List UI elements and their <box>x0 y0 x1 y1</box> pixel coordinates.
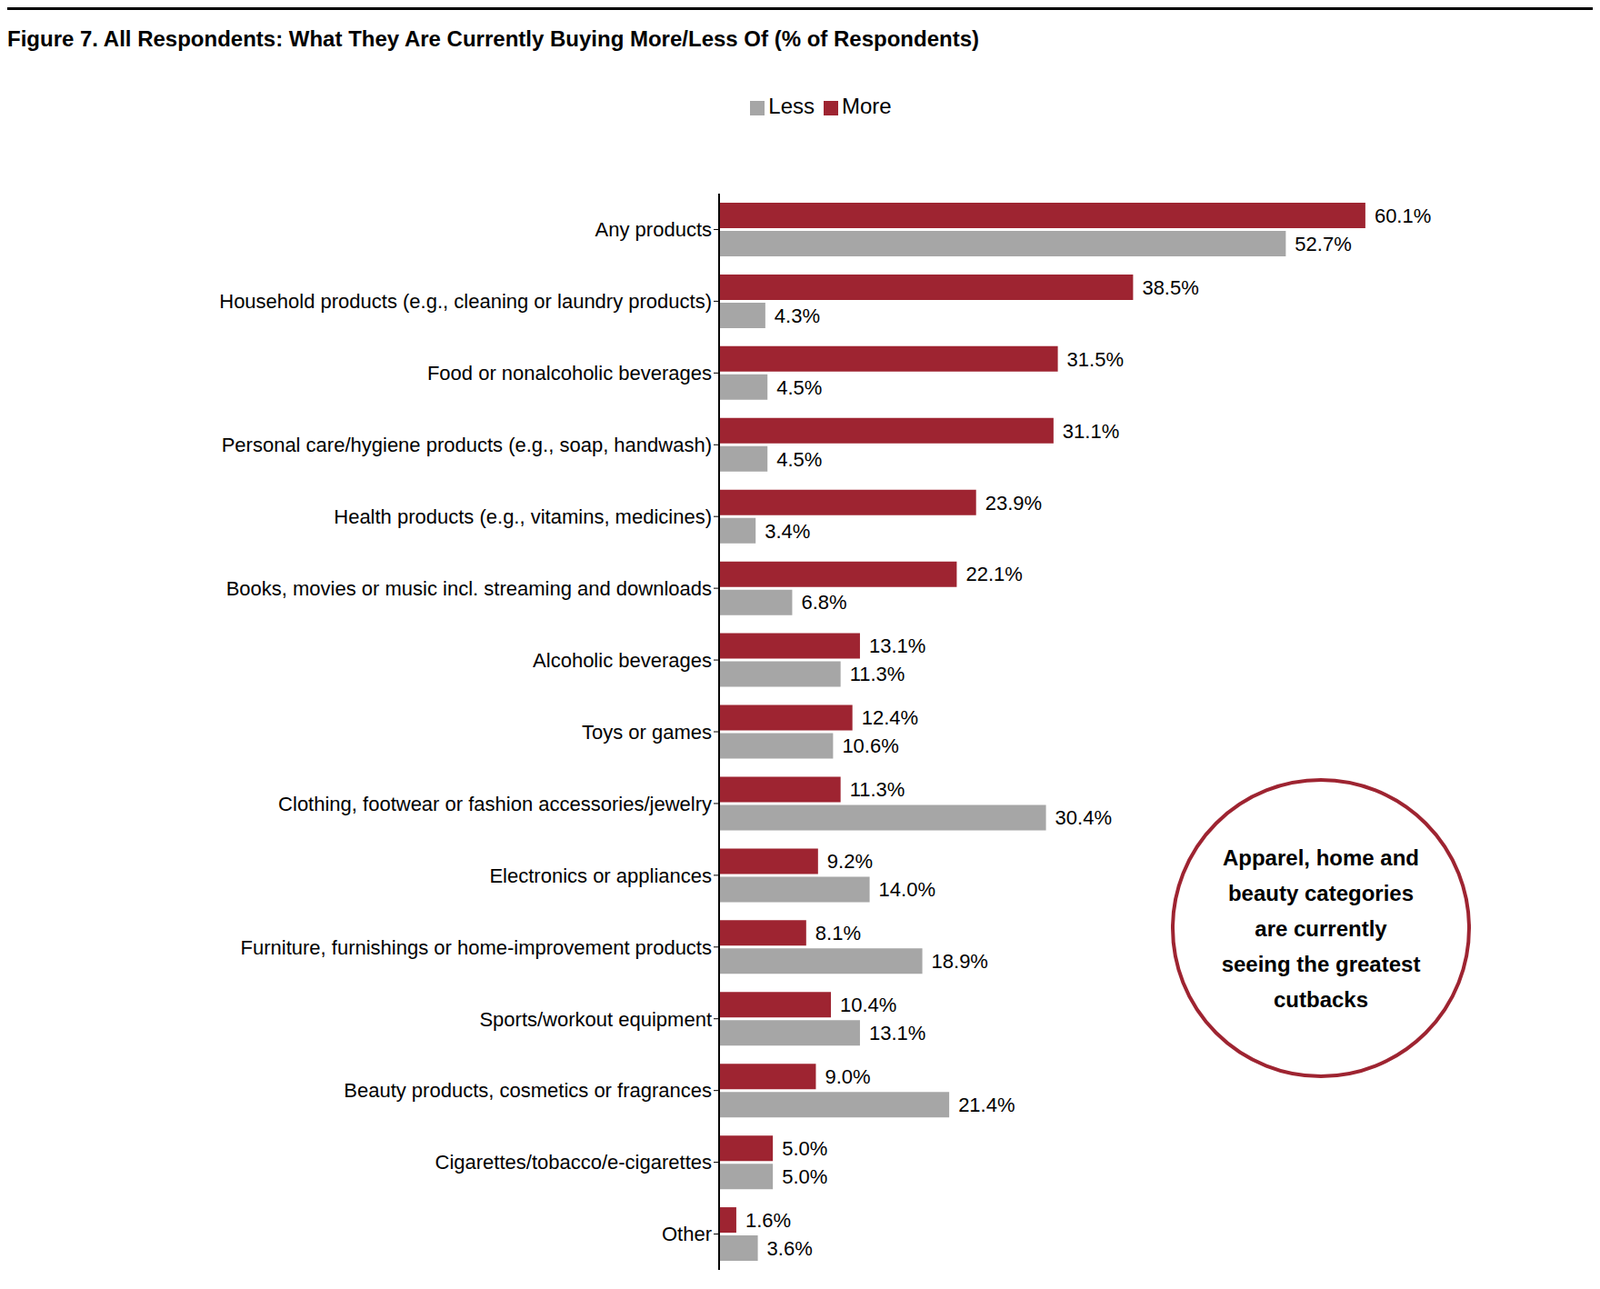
svg-text:5.0%: 5.0% <box>781 1165 828 1189</box>
svg-text:Furniture, furnishings or home: Furniture, furnishings or home-improveme… <box>240 936 712 960</box>
svg-text:4.3%: 4.3% <box>774 304 820 328</box>
svg-text:1.6%: 1.6% <box>745 1209 791 1232</box>
svg-text:4.5%: 4.5% <box>776 448 822 471</box>
svg-text:10.4%: 10.4% <box>840 993 897 1017</box>
svg-text:11.3%: 11.3% <box>850 662 906 686</box>
svg-text:31.5%: 31.5% <box>1067 348 1124 371</box>
svg-text:13.1%: 13.1% <box>869 634 926 658</box>
svg-text:11.3%: 11.3% <box>850 778 906 801</box>
svg-text:60.1%: 60.1% <box>1374 204 1431 228</box>
svg-text:4.5%: 4.5% <box>776 376 822 400</box>
svg-text:21.4%: 21.4% <box>958 1093 1015 1117</box>
html-text:Apparel, home and beauty categ: Apparel, home and beauty categories are … <box>1221 845 1421 1012</box>
svg-text:Alcoholic beverages: Alcoholic beverages <box>532 649 712 672</box>
svg-text:38.5%: 38.5% <box>1141 276 1199 300</box>
svg-text:6.8%: 6.8% <box>800 590 847 614</box>
svg-text:Electronics or appliances: Electronics or appliances <box>489 864 712 888</box>
svg-text:Other: Other <box>661 1222 712 1246</box>
svg-text:3.6%: 3.6% <box>767 1237 813 1260</box>
svg-text:5.0%: 5.0% <box>781 1137 828 1160</box>
svg-text:Cigarettes/tobacco/e-cigarette: Cigarettes/tobacco/e-cigarettes <box>435 1150 713 1174</box>
svg-text:3.4%: 3.4% <box>764 520 810 543</box>
svg-text:52.7%: 52.7% <box>1294 232 1351 256</box>
html-text:Less: Less <box>768 93 815 119</box>
svg-text:9.0%: 9.0% <box>824 1065 870 1089</box>
svg-text:30.4%: 30.4% <box>1055 806 1112 830</box>
svg-text:10.6%: 10.6% <box>841 734 899 758</box>
html-text:More: More <box>841 93 892 119</box>
svg-text:Personal care/hygiene products: Personal care/hygiene products (e.g., so… <box>221 433 712 457</box>
svg-text:Food or nonalcoholic beverages: Food or nonalcoholic beverages <box>427 361 712 385</box>
svg-text:14.0%: 14.0% <box>879 878 936 901</box>
svg-text:18.9%: 18.9% <box>931 950 989 973</box>
svg-text:Household products (e.g., clea: Household products (e.g., cleaning or la… <box>219 290 712 313</box>
svg-text:Sports/workout equipment: Sports/workout equipment <box>479 1008 712 1031</box>
svg-text:Books, movies or music incl. s: Books, movies or music incl. streaming a… <box>226 577 712 600</box>
svg-text:22.1%: 22.1% <box>965 562 1022 586</box>
svg-text:9.2%: 9.2% <box>827 850 873 873</box>
svg-text:31.1%: 31.1% <box>1062 420 1120 443</box>
svg-text:12.4%: 12.4% <box>861 706 919 730</box>
svg-text:Toys or games: Toys or games <box>581 720 712 744</box>
svg-text:23.9%: 23.9% <box>985 491 1042 515</box>
svg-text:Any products: Any products <box>595 218 712 241</box>
svg-text:13.1%: 13.1% <box>869 1021 926 1045</box>
svg-text:Health products (e.g., vitamin: Health products (e.g., vitamins, medicin… <box>333 505 712 529</box>
svg-text:Clothing, footwear or fashion: Clothing, footwear or fashion accessorie… <box>278 792 712 816</box>
svg-text:8.1%: 8.1% <box>815 921 861 945</box>
svg-text:Beauty products, cosmetics or: Beauty products, cosmetics or fragrances <box>343 1079 712 1102</box>
html-text:Figure 7. All Respondents: Wha: Figure 7. All Respondents: What They Are… <box>7 26 980 51</box>
